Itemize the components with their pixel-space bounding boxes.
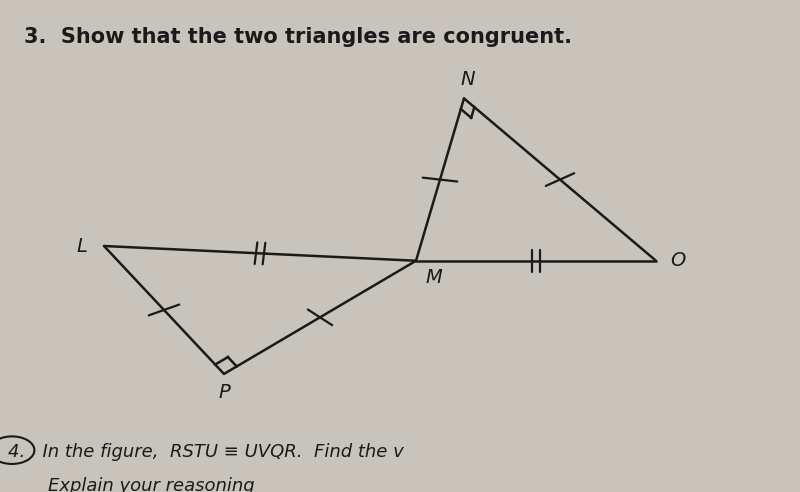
- Text: 4.   In the figure,  RSTU ≡ UVQR.  Find the v: 4. In the figure, RSTU ≡ UVQR. Find the …: [8, 443, 404, 461]
- Text: Explain your reasoning: Explain your reasoning: [48, 477, 254, 492]
- Text: L: L: [76, 237, 87, 255]
- Text: N: N: [461, 70, 475, 89]
- Text: O: O: [670, 251, 686, 270]
- Text: P: P: [218, 383, 230, 402]
- Text: M: M: [425, 269, 442, 287]
- Text: 3.  Show that the two triangles are congruent.: 3. Show that the two triangles are congr…: [24, 27, 572, 47]
